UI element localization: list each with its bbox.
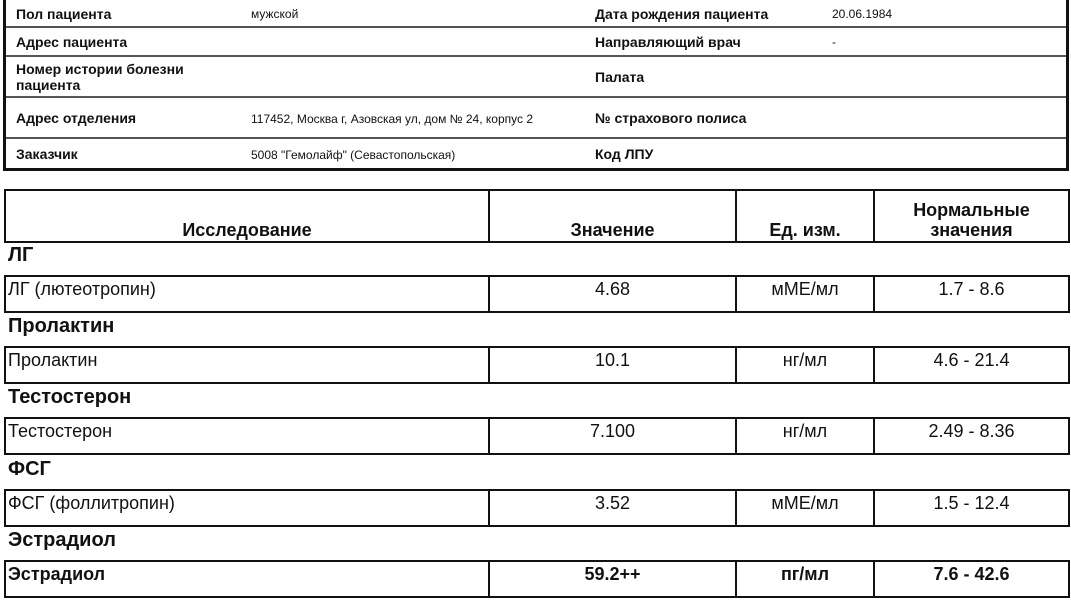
patient-info-box: Пол пациента мужской Дата рождения пацие… — [3, 0, 1069, 171]
info-label: Направляющий врач — [595, 34, 741, 50]
info-label: Заказчик — [16, 146, 78, 162]
result-test: Тестостерон — [6, 419, 490, 454]
result-value: 3.52 — [490, 490, 737, 525]
result-normal: 1.7 - 8.6 — [938, 279, 1005, 299]
result-unit: нг/мл — [737, 348, 875, 383]
result-value: 7.100 — [490, 419, 737, 454]
header-value: Значение — [490, 191, 737, 241]
result-normal: 1.5 - 12.4 — [933, 492, 1010, 513]
result-value: 4.68 — [490, 277, 737, 311]
info-label: Пол пациента — [16, 6, 112, 22]
info-label: Адрес отделения — [16, 110, 137, 126]
info-row: Адрес отделения 117452, Москва г, Азовск… — [6, 98, 1066, 139]
result-normal: 2.49 - 8.36 — [928, 421, 1015, 442]
result-normal: 7.6 - 42.6 — [933, 563, 1010, 584]
result-value: 10.1 — [490, 348, 737, 383]
result-value: 59.2++ — [490, 561, 737, 596]
result-test: ЛГ (лютеотропин) — [6, 277, 490, 311]
info-label: Код ЛПУ — [595, 146, 654, 162]
info-row: Пол пациента мужской Дата рождения пацие… — [6, 0, 1066, 28]
result-unit: нг/мл — [737, 419, 875, 454]
info-value: 20.06.1984 — [832, 7, 893, 21]
info-row: Заказчик 5008 "Гемолайф" (Севастопольска… — [6, 139, 1066, 168]
result-unit: мМЕ/мл — [737, 277, 875, 311]
results-header: Исследование Значение Ед. изм. Нормальны… — [4, 189, 1070, 243]
group-title: ФСГ — [8, 457, 51, 480]
result-row: Тестостерон 7.100 нг/мл 2.49 - 8.36 — [4, 417, 1070, 456]
result-unit: пг/мл — [737, 561, 875, 596]
info-value: - — [832, 35, 836, 49]
result-row: Пролактин 10.1 нг/мл 4.6 - 21.4 — [4, 346, 1070, 385]
group-title: Тестостерон — [8, 386, 132, 409]
result-test: Эстрадиол — [6, 561, 490, 596]
result-test: ФСГ (фоллитропин) — [6, 490, 490, 525]
info-row: Адрес пациента Направляющий врач - — [6, 28, 1066, 57]
info-label: № страхового полиса — [595, 110, 747, 126]
info-label: Адрес пациента — [16, 34, 128, 50]
info-row: Номер истории болезни пациента Палата — [6, 57, 1066, 98]
result-unit: мМЕ/мл — [737, 490, 875, 525]
result-normal: 4.6 - 21.4 — [933, 350, 1010, 371]
info-value: 117452, Москва г, Азовская ул, дом № 24,… — [251, 112, 533, 126]
result-row: ФСГ (фоллитропин) 3.52 мМЕ/мл 1.5 - 12.4 — [4, 488, 1070, 527]
info-label: Дата рождения пациента — [595, 6, 769, 22]
result-test: Пролактин — [6, 348, 490, 383]
info-label: Палата — [595, 69, 645, 85]
info-value: 5008 "Гемолайф" (Севастопольская) — [251, 148, 456, 162]
group-title: ЛГ — [8, 244, 34, 266]
header-test: Исследование — [6, 191, 490, 241]
header-normal: Нормальные значения — [913, 200, 1030, 240]
info-value: мужской — [251, 7, 299, 21]
result-row: Эстрадиол 59.2++ пг/мл 7.6 - 42.6 — [4, 559, 1070, 598]
group-title: Пролактин — [8, 315, 115, 338]
result-row: ЛГ (лютеотропин) 4.68 мМЕ/мл 1.7 - 8.6 — [4, 275, 1070, 313]
group-title: Эстрадиол — [8, 528, 116, 551]
header-unit: Ед. изм. — [737, 191, 875, 241]
info-label: Номер истории болезни пациента — [16, 61, 184, 93]
